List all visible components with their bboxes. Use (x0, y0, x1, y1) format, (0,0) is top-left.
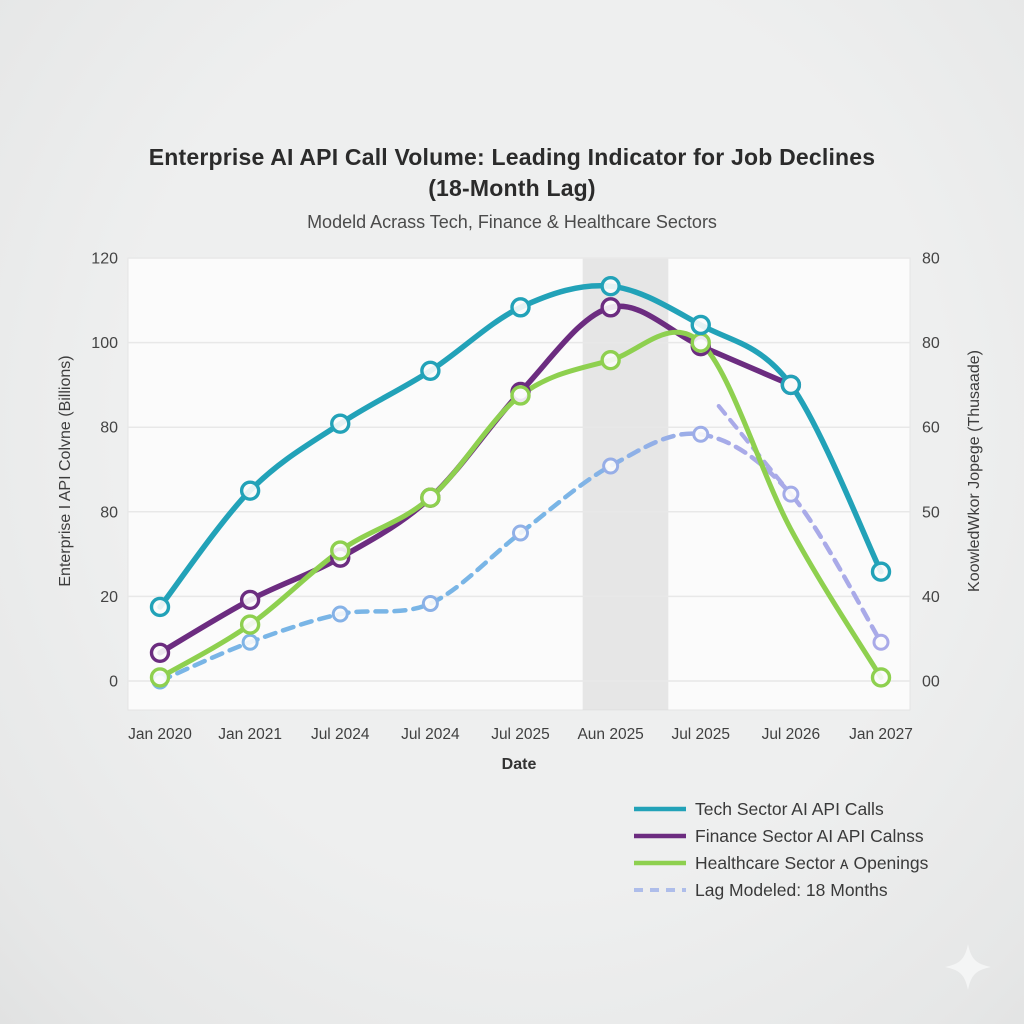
legend-swatch-lag-line (634, 888, 686, 892)
x-tick-label: Jul 2026 (762, 726, 821, 743)
legend-item-tech: Tech Sector AI API Calls (632, 798, 992, 820)
y-left-tick-label: 0 (109, 674, 118, 691)
data-point-marker (331, 605, 349, 623)
title-block: Enterprise AI API Call Volume: Leading I… (0, 142, 1024, 234)
y-left-tick-label: 80 (100, 504, 118, 521)
data-point-marker (420, 360, 441, 381)
y-left-tick-label: 80 (100, 420, 118, 437)
x-tick-label: Jul 2025 (671, 726, 730, 743)
y-right-tick-label: 50 (922, 504, 940, 521)
y-left-tick-label: 100 (91, 335, 118, 352)
data-point-marker (330, 413, 351, 434)
legend-swatch-finance-line (634, 833, 686, 839)
data-point-marker (690, 332, 711, 353)
data-point-marker (239, 614, 261, 635)
legend-item-healthcare: Healthcare Sector ᴀ Openings (632, 852, 992, 874)
x-tick-label: Jan 2027 (849, 726, 913, 743)
sparkle-icon (945, 944, 991, 990)
y-axis-title-right: KoowledWkor Jopege (Thusaade) (966, 350, 983, 592)
data-point-marker (421, 594, 439, 612)
y-axis-title-left: Enterprise I API Colvne (Billions) (57, 355, 74, 587)
legend-label-finance: Finance Sector AI API Calnss (695, 825, 924, 846)
x-tick-label: Aun 2025 (577, 726, 643, 743)
chart-title-line2: (18-Month Lag) (428, 175, 596, 201)
x-tick-label: Jan 2020 (128, 726, 192, 743)
legend-label-lag: Lag Modeled: 18 Months (695, 879, 888, 900)
data-point-marker (600, 350, 621, 371)
highlight-band (582, 258, 669, 710)
legend-swatch-healthcare-line (634, 860, 686, 866)
y-left-tick-label: 20 (100, 589, 118, 606)
y-right-tick-label: 60 (922, 420, 940, 437)
chart-subtitle: Modeld Acrass Tech, Finance & Healthcare… (307, 212, 717, 232)
legend-item-lag: Lag Modeled: 18 Months (632, 879, 992, 901)
legend-label-tech: Tech Sector AI API Calls (695, 798, 884, 819)
data-point-marker (600, 276, 621, 297)
data-point-marker (510, 297, 531, 318)
legend: Tech Sector AI API Calls Finance Sector … (632, 798, 992, 901)
data-point-marker (692, 425, 710, 443)
y-right-tick-label: 80 (922, 335, 940, 352)
data-point-marker (602, 457, 620, 475)
data-point-marker (330, 540, 351, 561)
y-right-tick-label: 80 (922, 251, 940, 268)
data-point-marker (870, 667, 892, 688)
data-point-marker (239, 480, 261, 501)
data-point-marker (600, 297, 621, 318)
data-point-marker (149, 642, 171, 663)
x-tick-label: Jan 2021 (218, 726, 282, 743)
legend-swatch-tech-line (634, 806, 686, 812)
y-left-tick-label: 120 (91, 251, 118, 268)
legend-item-finance: Finance Sector AI API Calnss (632, 825, 992, 847)
data-point-marker (512, 524, 529, 542)
y-right-tick-label: 40 (922, 589, 940, 606)
data-point-marker (149, 667, 171, 688)
data-point-marker (780, 374, 802, 396)
data-point-marker (420, 487, 441, 508)
chart-title-line1: Enterprise AI API Call Volume: Leading I… (148, 144, 876, 170)
data-point-marker (870, 561, 892, 582)
x-tick-label: Jul 2024 (311, 726, 370, 743)
data-point-marker (690, 314, 711, 336)
x-tick-label: Jul 2024 (401, 726, 460, 743)
x-tick-label: Jul 2025 (491, 726, 550, 743)
legend-label-healthcare: Healthcare Sector ᴀ Openings (695, 852, 929, 873)
data-point-marker (239, 589, 261, 611)
data-point-marker (149, 596, 171, 618)
x-axis-title: Date (501, 756, 537, 773)
y-right-tick-label: 00 (922, 674, 940, 691)
data-point-marker (510, 385, 531, 406)
data-point-marker (241, 633, 259, 651)
data-point-marker (872, 633, 890, 651)
series-line-healthcare (157, 329, 884, 680)
data-point-marker (782, 485, 800, 503)
